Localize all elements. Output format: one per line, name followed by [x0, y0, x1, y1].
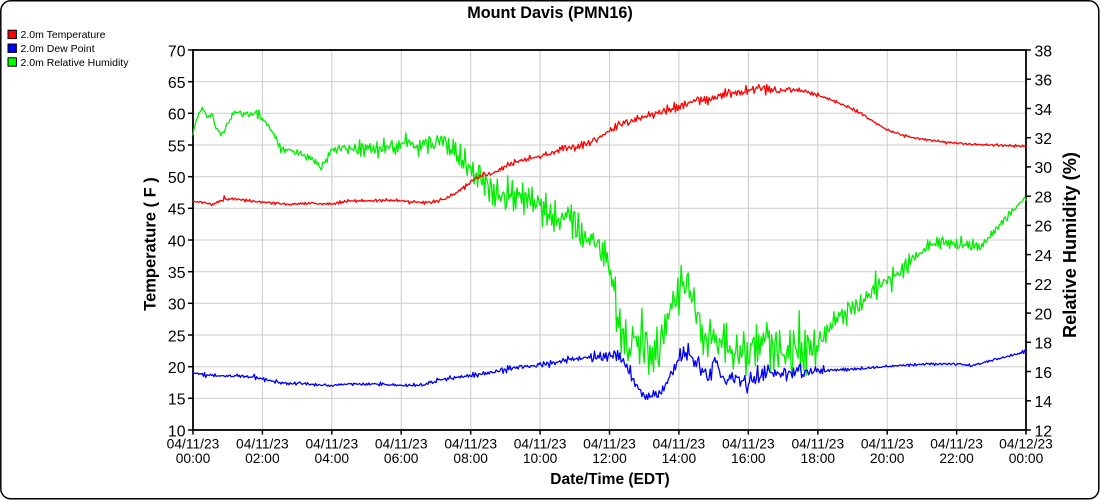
svg-text:Date/Time (EDT): Date/Time (EDT): [550, 471, 669, 488]
svg-text:2.0m Temperature: 2.0m Temperature: [21, 29, 106, 41]
svg-text:04:00: 04:00: [315, 451, 350, 466]
svg-text:00:00: 00:00: [176, 451, 211, 466]
svg-text:04/11/23: 04/11/23: [514, 437, 567, 452]
svg-text:20:00: 20:00: [870, 451, 905, 466]
svg-text:10:00: 10:00: [523, 451, 558, 466]
svg-text:16: 16: [1035, 365, 1053, 382]
svg-text:28: 28: [1035, 190, 1053, 207]
svg-text:04/11/23: 04/11/23: [305, 437, 358, 452]
svg-text:00:00: 00:00: [1009, 451, 1044, 466]
svg-text:14:00: 14:00: [662, 451, 697, 466]
svg-text:Temperature ( F ): Temperature ( F ): [141, 177, 159, 311]
svg-text:10: 10: [168, 423, 186, 440]
svg-text:15: 15: [168, 392, 186, 409]
svg-text:50: 50: [168, 170, 186, 187]
svg-text:20: 20: [168, 360, 186, 377]
svg-text:04/11/23: 04/11/23: [861, 437, 914, 452]
svg-text:12: 12: [1035, 423, 1053, 440]
svg-text:60: 60: [168, 107, 186, 124]
svg-text:04/11/23: 04/11/23: [167, 437, 220, 452]
svg-text:14: 14: [1035, 394, 1053, 411]
svg-text:Relative Humidity (%): Relative Humidity (%): [1060, 152, 1080, 338]
svg-text:04/11/23: 04/11/23: [722, 437, 775, 452]
svg-text:06:00: 06:00: [384, 451, 419, 466]
svg-text:70: 70: [168, 43, 186, 60]
svg-text:04/11/23: 04/11/23: [375, 437, 428, 452]
svg-text:24: 24: [1035, 248, 1053, 265]
svg-text:45: 45: [168, 202, 186, 219]
svg-text:Mount Davis (PMN16): Mount Davis (PMN16): [467, 4, 633, 22]
svg-text:38: 38: [1035, 43, 1053, 60]
svg-text:22: 22: [1035, 277, 1053, 294]
svg-text:16:00: 16:00: [731, 451, 766, 466]
svg-text:04/11/23: 04/11/23: [444, 437, 497, 452]
svg-text:04/11/23: 04/11/23: [236, 437, 289, 452]
svg-text:30: 30: [1035, 160, 1053, 177]
svg-text:2.0m Relative Humidity: 2.0m Relative Humidity: [21, 57, 130, 69]
svg-text:02:00: 02:00: [245, 451, 280, 466]
svg-text:25: 25: [168, 328, 186, 345]
svg-text:40: 40: [168, 233, 186, 250]
svg-text:18:00: 18:00: [801, 451, 836, 466]
svg-text:18: 18: [1035, 336, 1053, 353]
svg-text:04/12/23: 04/12/23: [999, 437, 1053, 452]
svg-text:20: 20: [1035, 306, 1053, 323]
svg-text:08:00: 08:00: [453, 451, 488, 466]
svg-text:26: 26: [1035, 219, 1053, 236]
svg-text:35: 35: [168, 265, 186, 282]
svg-text:55: 55: [168, 138, 186, 155]
svg-text:12:00: 12:00: [592, 451, 627, 466]
svg-text:65: 65: [168, 75, 186, 92]
svg-text:2.0m Dew Point: 2.0m Dew Point: [21, 43, 95, 55]
svg-text:32: 32: [1035, 131, 1053, 148]
svg-text:04/11/23: 04/11/23: [791, 437, 844, 452]
svg-text:22:00: 22:00: [939, 451, 974, 466]
svg-text:04/11/23: 04/11/23: [930, 437, 983, 452]
svg-text:04/11/23: 04/11/23: [583, 437, 636, 452]
svg-text:36: 36: [1035, 73, 1053, 90]
svg-text:04/11/23: 04/11/23: [653, 437, 706, 452]
svg-text:30: 30: [168, 297, 186, 314]
svg-text:34: 34: [1035, 102, 1053, 119]
